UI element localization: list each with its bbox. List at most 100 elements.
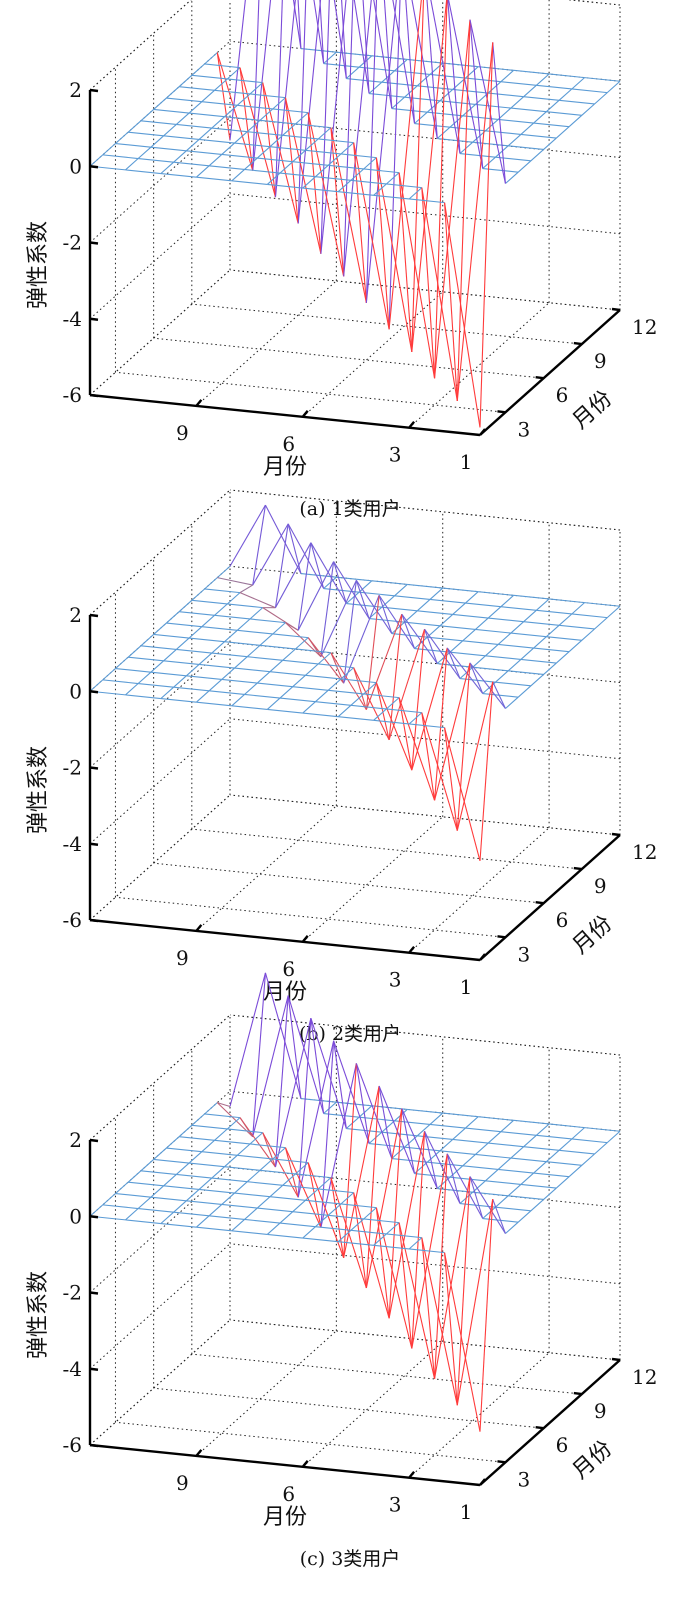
mesh-line (178, 74, 193, 88)
mesh-line (452, 1127, 466, 1140)
mesh-line (421, 1237, 458, 1406)
z-tick-label: -4 (63, 307, 82, 331)
mesh-line (416, 1124, 431, 1137)
y-tick-mark (535, 375, 544, 380)
side-wall-grid-line (89, 642, 231, 768)
mesh-line (375, 157, 413, 352)
mesh-line (239, 592, 276, 609)
mesh-line (394, 595, 431, 600)
mesh-line (234, 667, 271, 673)
mesh-line (191, 63, 205, 76)
mesh-line (407, 58, 443, 64)
mesh-line (488, 617, 524, 623)
mesh-line (186, 1200, 222, 1205)
mesh-line (249, 1132, 264, 1145)
mesh-line (323, 576, 337, 589)
x-tick-label: 9 (176, 1471, 189, 1495)
mesh-line (409, 198, 445, 204)
mesh-line (427, 636, 463, 642)
mesh-line (536, 1134, 572, 1140)
mesh-line (430, 0, 461, 154)
y-tick-mark (573, 866, 582, 871)
mesh-line (365, 595, 380, 710)
mesh-line (584, 602, 621, 607)
mesh-line (302, 187, 339, 193)
mesh-line (279, 161, 294, 174)
mesh-line (341, 0, 347, 79)
mesh-line (209, 690, 245, 695)
mesh-line (272, 97, 286, 110)
mesh-line (407, 583, 443, 589)
mesh-line (485, 655, 521, 660)
mesh-line (214, 78, 228, 91)
mesh-line (549, 598, 585, 604)
z-tick-label: -6 (63, 383, 82, 407)
mesh-line (414, 122, 451, 128)
mesh-line (340, 153, 377, 159)
mesh-line (388, 628, 426, 741)
mesh-line (555, 126, 570, 139)
surface-mesh (89, 972, 621, 1432)
mesh-line (262, 82, 277, 198)
mesh-line (447, 0, 461, 154)
mesh-line (196, 701, 232, 707)
mesh-line (285, 622, 322, 658)
mesh-line (102, 679, 139, 685)
mesh-line (508, 1195, 544, 1200)
mesh-line (216, 1102, 254, 1138)
mesh-line (365, 1085, 380, 1289)
mesh-line (398, 1222, 436, 1379)
mesh-line (330, 652, 367, 710)
axes: -6 -4 -2 0 2 1 3 6 9 3 6 9 12 (63, 603, 658, 999)
mesh-line (469, 1176, 484, 1219)
mesh-line (234, 1181, 248, 1194)
mesh-line (421, 187, 436, 379)
mesh-line (375, 1207, 413, 1349)
mesh-line (411, 647, 448, 771)
mesh-line (433, 1153, 448, 1379)
mesh-line (434, 662, 471, 801)
mesh-line (269, 671, 306, 676)
mesh-line (150, 1196, 187, 1202)
mesh-line (199, 138, 235, 144)
mesh-line (411, 1131, 426, 1349)
mesh-line (488, 1142, 524, 1148)
mesh-line (214, 603, 228, 616)
mesh-line (581, 1153, 595, 1166)
mesh-line (125, 694, 161, 700)
mesh-line (279, 686, 294, 699)
mesh-line (404, 621, 441, 627)
mesh-line (297, 0, 322, 224)
mesh-line (495, 670, 509, 683)
z-tick-mark (89, 1215, 99, 1219)
mesh-line (530, 149, 545, 162)
mesh-line (505, 171, 519, 184)
mesh-line (394, 70, 431, 75)
mesh-line (125, 1208, 139, 1221)
mesh-line (375, 682, 390, 740)
mesh-line (244, 682, 258, 695)
mesh-line (385, 172, 400, 185)
z-tick-mark (89, 241, 99, 245)
mesh-line (150, 671, 187, 677)
mesh-line (249, 93, 286, 99)
mesh-line (247, 656, 283, 661)
mesh-line (487, 81, 502, 94)
surface-mesh (89, 504, 621, 862)
mesh-line (176, 648, 212, 654)
mesh-line (350, 1229, 387, 1235)
mesh-line (209, 1215, 245, 1220)
mesh-line (465, 1127, 501, 1133)
mesh-line (178, 1124, 193, 1138)
mesh-line (485, 130, 521, 135)
x-axis-line (89, 1443, 481, 1487)
floor-grid-line (302, 1341, 444, 1468)
mesh-line (236, 618, 251, 631)
mesh-line (469, 19, 484, 169)
mesh-line (237, 629, 273, 635)
mesh-line (378, 1085, 416, 1174)
mesh-line (315, 1214, 329, 1228)
y-tick-mark (497, 1460, 506, 1464)
z-tick-label: 0 (69, 154, 82, 178)
mesh-line (160, 161, 175, 174)
